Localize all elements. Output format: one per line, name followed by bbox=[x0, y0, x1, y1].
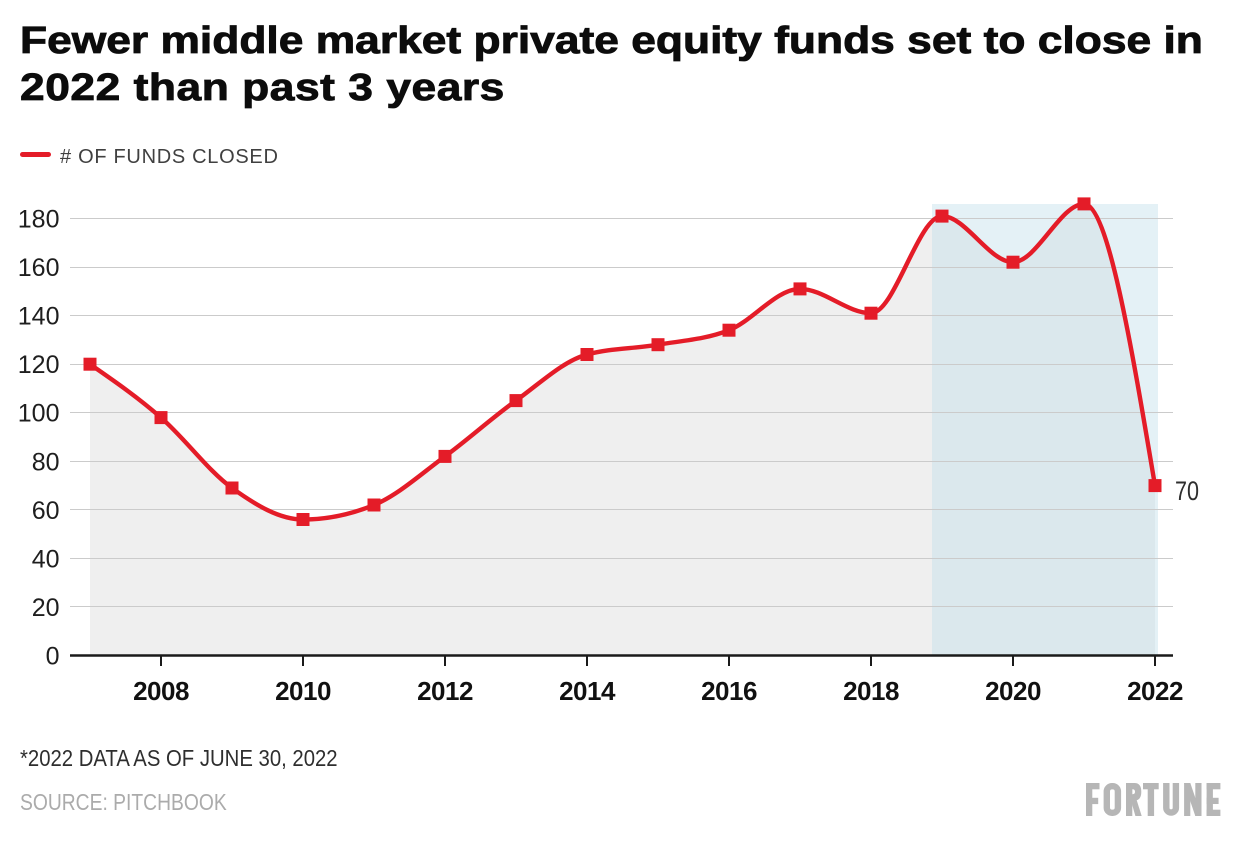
svg-text:0: 0 bbox=[46, 643, 60, 671]
svg-text:2022: 2022 bbox=[1127, 676, 1183, 706]
svg-text:2016: 2016 bbox=[701, 676, 757, 706]
svg-text:70: 70 bbox=[1175, 476, 1199, 506]
svg-text:2010: 2010 bbox=[275, 676, 331, 706]
svg-text:80: 80 bbox=[32, 448, 60, 476]
svg-text:2014: 2014 bbox=[559, 676, 616, 706]
svg-text:40: 40 bbox=[32, 545, 60, 573]
svg-text:140: 140 bbox=[18, 303, 60, 331]
svg-text:2012: 2012 bbox=[417, 676, 473, 706]
svg-text:60: 60 bbox=[32, 497, 60, 525]
svg-text:160: 160 bbox=[18, 254, 60, 282]
svg-text:120: 120 bbox=[18, 351, 60, 379]
svg-text:100: 100 bbox=[18, 400, 60, 428]
svg-text:2008: 2008 bbox=[133, 676, 189, 706]
svg-text:2018: 2018 bbox=[843, 676, 899, 706]
svg-text:20: 20 bbox=[32, 594, 60, 622]
svg-text:2020: 2020 bbox=[985, 676, 1041, 706]
svg-text:180: 180 bbox=[18, 206, 60, 234]
